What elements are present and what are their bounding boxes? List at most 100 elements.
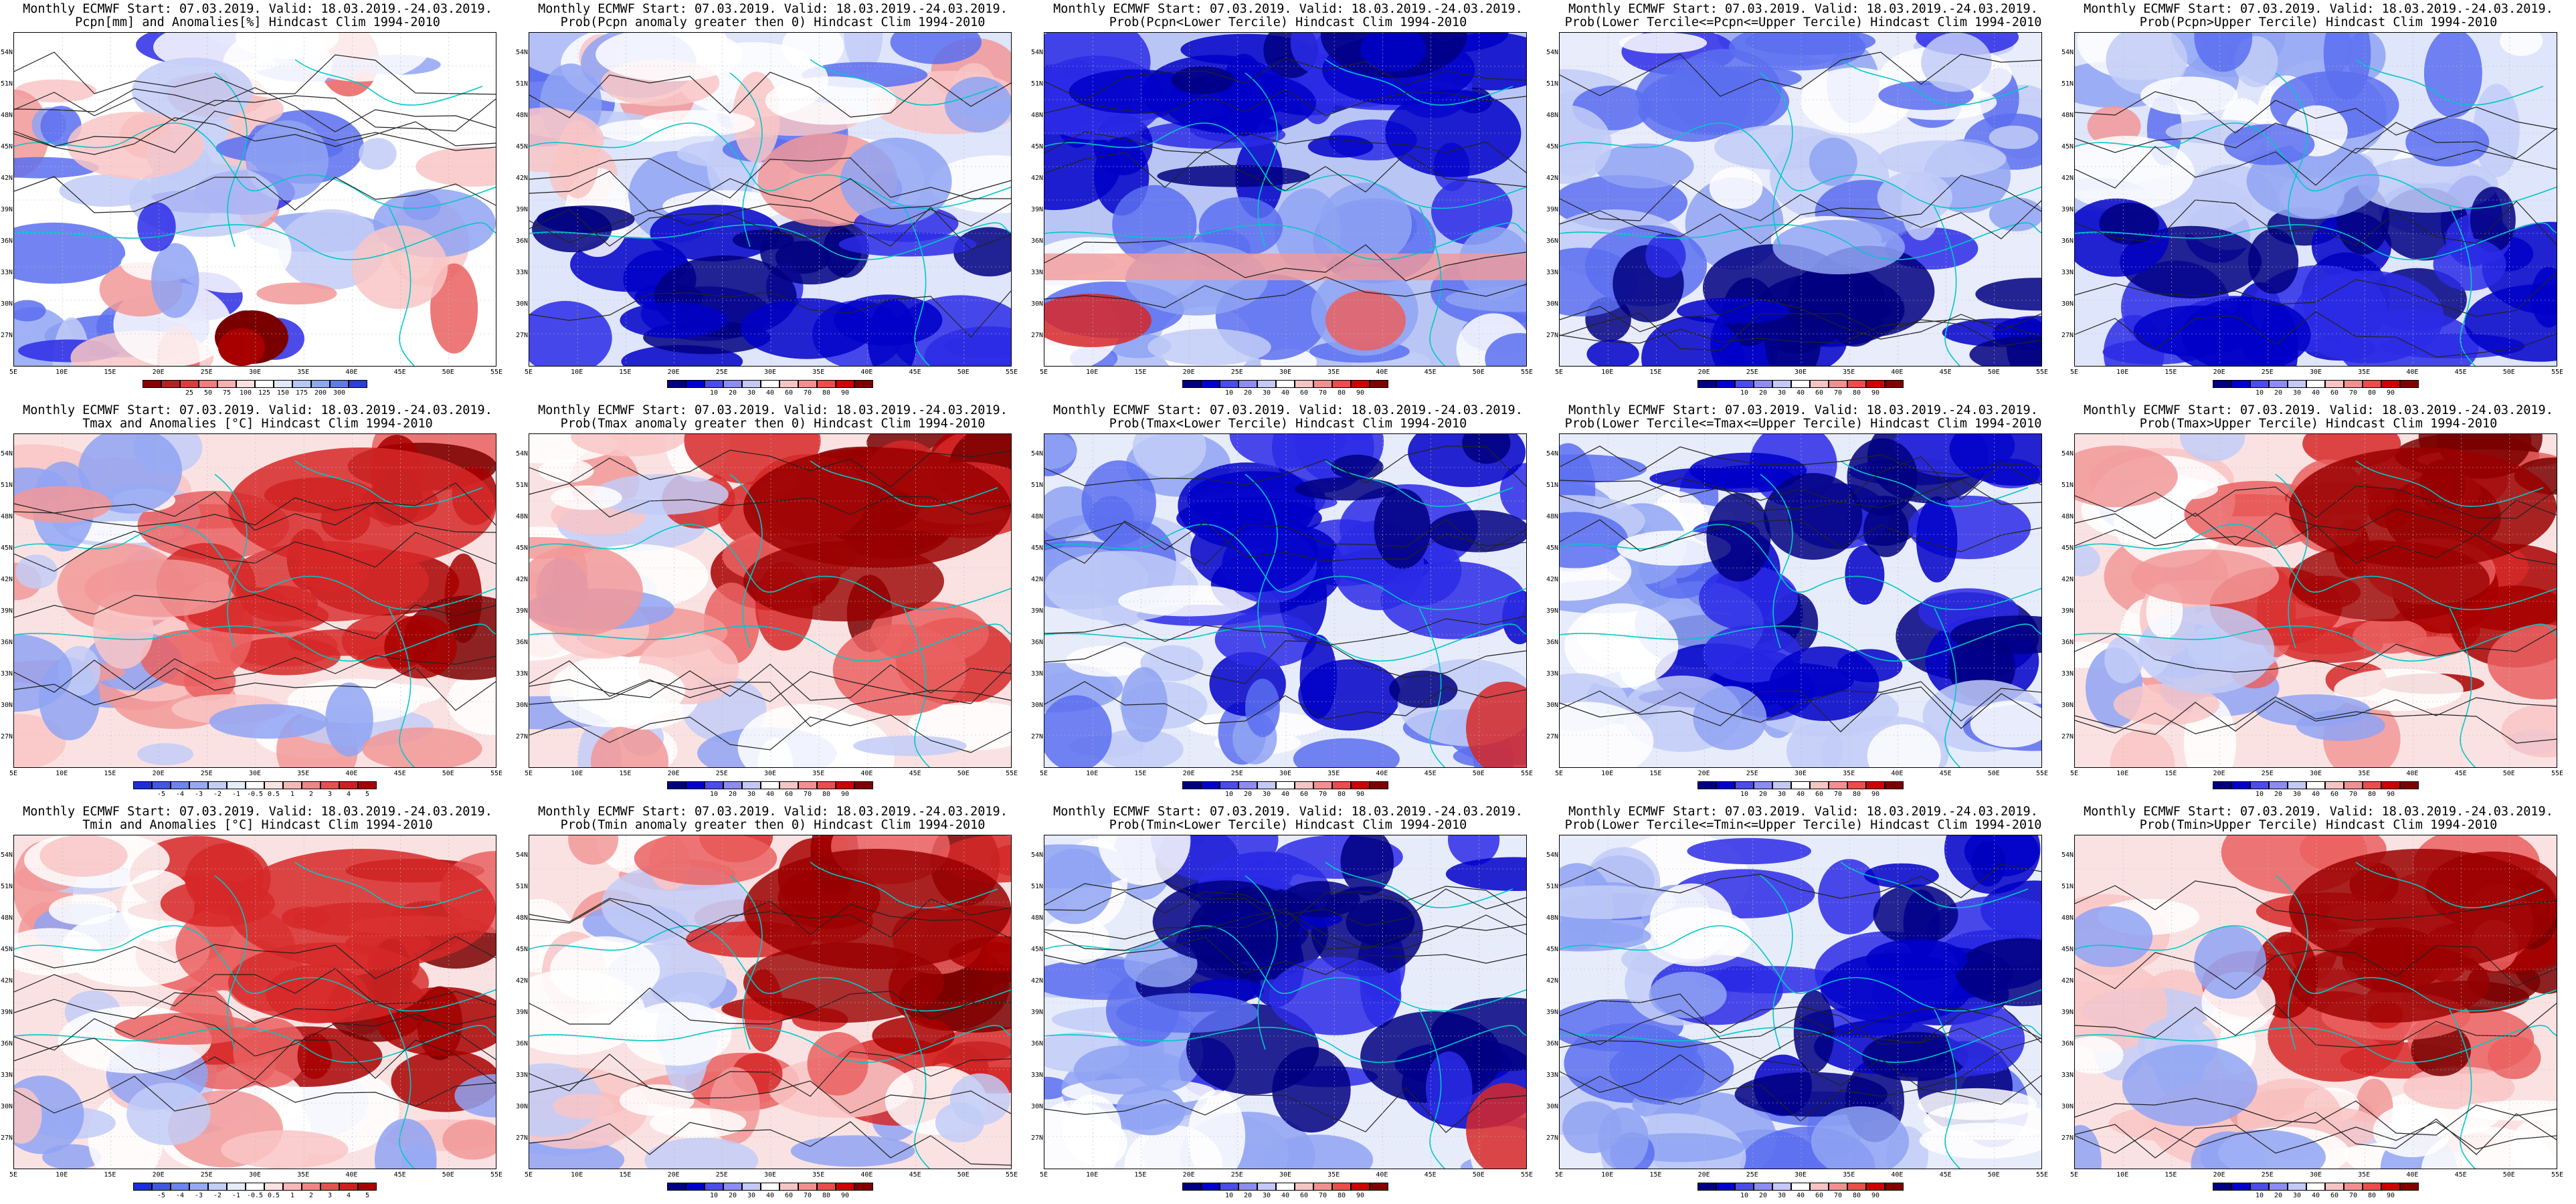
lon-label: 45E	[2454, 1171, 2467, 1179]
lat-label: 30N	[2061, 300, 2074, 308]
lon-label: 20E	[667, 1171, 680, 1179]
colorbar-tick-label: -2	[213, 1192, 222, 1199]
lon-label: 10E	[571, 369, 583, 376]
colorbar-tick-label: 90	[1871, 389, 1880, 397]
lon-label: 5E	[524, 369, 533, 376]
colorbar-swatch	[311, 380, 330, 388]
colorbar-tick-label: 60	[2330, 1192, 2339, 1199]
map-field-svg	[1044, 434, 1526, 767]
lat-label: 54N	[1030, 450, 1043, 458]
colorbar-swatch	[2213, 380, 2231, 388]
lat-label: 42N	[2061, 576, 2074, 583]
colorbar-swatch	[742, 781, 761, 789]
colorbar-tick-label: 80	[1852, 1192, 1861, 1199]
lat-label: 33N	[1546, 1072, 1558, 1079]
colorbar-swatch	[1716, 781, 1735, 789]
lon-label: 25E	[1746, 770, 1758, 777]
lat-label: 45N	[2061, 143, 2074, 150]
lon-label: 40E	[2406, 369, 2419, 376]
colorbar-tick-label: 90	[2386, 791, 2395, 798]
lat-label: 45N	[1546, 544, 1558, 552]
colorbar-swatch	[1829, 380, 1847, 388]
colorbar-swatch	[358, 781, 377, 789]
colorbar-swatch	[330, 380, 349, 388]
lat-label: 33N	[515, 269, 528, 276]
lon-label: 20E	[1697, 770, 1710, 777]
colorbar-swatch	[1735, 380, 1754, 388]
panel-title-line1: Monthly ECMWF Start: 07.03.2019. Valid: …	[538, 2, 1008, 16]
lon-label: 5E	[1554, 1171, 1564, 1179]
lon-label: 20E	[152, 1171, 165, 1179]
panel-title-line1: Monthly ECMWF Start: 07.03.2019. Valid: …	[1568, 2, 2038, 16]
map-field-svg	[1044, 835, 1526, 1169]
colorbar-swatch	[817, 380, 836, 388]
colorbar-swatch	[1351, 781, 1370, 789]
lon-label: 15E	[1134, 770, 1147, 777]
lon-label: 30E	[2309, 1171, 2322, 1179]
colorbar-tick-label: 30	[1777, 791, 1786, 798]
lon-label: 20E	[1182, 1171, 1195, 1179]
lat-label: 33N	[1546, 269, 1558, 276]
lat-label: 51N	[1030, 482, 1043, 489]
lat-label: 45N	[0, 544, 13, 552]
lat-label: 27N	[1030, 332, 1043, 339]
colorbar-swatch	[1735, 1183, 1754, 1191]
colorbar-tick-label: 70	[1318, 1192, 1327, 1199]
map-panel: Monthly ECMWF Start: 07.03.2019. Valid: …	[2061, 0, 2576, 401]
colorbar-swatch	[1370, 1183, 1388, 1191]
colorbar-swatch	[2325, 1183, 2344, 1191]
forecast-map	[529, 433, 1012, 768]
colorbar-swatch	[761, 380, 779, 388]
lon-label: 25E	[200, 369, 213, 376]
lon-label: 5E	[2069, 369, 2079, 376]
lat-label: 33N	[2061, 269, 2074, 276]
lat-label: 27N	[0, 1134, 13, 1142]
map-field-svg	[1560, 434, 2041, 767]
lon-label: 35E	[1843, 369, 1855, 376]
lat-label: 51N	[515, 80, 528, 88]
lon-label: 15E	[104, 770, 116, 777]
panel-title-line1: Monthly ECMWF Start: 07.03.2019. Valid: …	[1053, 805, 1523, 819]
colorbar-swatch	[1201, 380, 1220, 388]
lat-label: 27N	[2061, 733, 2074, 740]
lat-label: 42N	[1546, 576, 1558, 583]
colorbar-tick-label: 20	[1243, 389, 1253, 397]
colorbar-swatch	[854, 1183, 873, 1191]
colorbar-swatch	[705, 1183, 723, 1191]
colorbar-swatch	[798, 1183, 817, 1191]
colorbar-tick-label: -1	[232, 1192, 241, 1199]
lat-label: 54N	[1030, 49, 1043, 56]
colorbar-swatch	[1220, 781, 1238, 789]
lon-label: 20E	[667, 770, 680, 777]
lat-label: 33N	[1030, 670, 1043, 678]
lat-label: 27N	[515, 332, 528, 339]
lat-label: 39N	[2061, 206, 2074, 213]
map-panel: Monthly ECMWF Start: 07.03.2019. Valid: …	[2061, 401, 2576, 803]
colorbar-swatch	[152, 781, 171, 789]
lon-label: 35E	[1843, 770, 1855, 777]
lat-label: 42N	[1030, 175, 1043, 182]
colorbar-swatch	[2213, 781, 2231, 789]
lon-label: 30E	[763, 770, 777, 777]
colorbar-tick-label: 90	[1871, 791, 1880, 798]
lon-label: 15E	[1649, 369, 1662, 376]
forecast-map	[1044, 433, 1527, 768]
lon-label: 15E	[619, 369, 632, 376]
lon-label: 50E	[1987, 369, 2000, 376]
colorbar-tick-label: 70	[1833, 1192, 1843, 1199]
forecast-map	[13, 835, 496, 1169]
colorbar-swatch	[1220, 1183, 1238, 1191]
lat-label: 36N	[2061, 639, 2074, 646]
lon-label: 50E	[2502, 1171, 2515, 1179]
map-field-svg	[14, 33, 496, 366]
colorbar-tick-label: 4	[346, 791, 351, 798]
lat-label: 30N	[515, 300, 528, 308]
colorbar-tick-label: -2	[213, 791, 222, 798]
colorbar-swatch	[2288, 1183, 2306, 1191]
lat-label: 54N	[515, 450, 528, 458]
lon-label: 35E	[1327, 369, 1340, 376]
colorbar-swatch	[2363, 781, 2381, 789]
colorbar-swatch	[1313, 781, 1332, 789]
colorbar-swatch	[264, 1183, 283, 1191]
colorbar-tick-label: 40	[1796, 791, 1805, 798]
